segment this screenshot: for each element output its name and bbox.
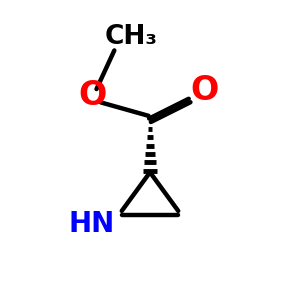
Text: O: O — [191, 74, 219, 107]
Text: O: O — [78, 79, 106, 112]
Text: HN: HN — [69, 210, 115, 238]
Text: CH₃: CH₃ — [104, 24, 157, 50]
